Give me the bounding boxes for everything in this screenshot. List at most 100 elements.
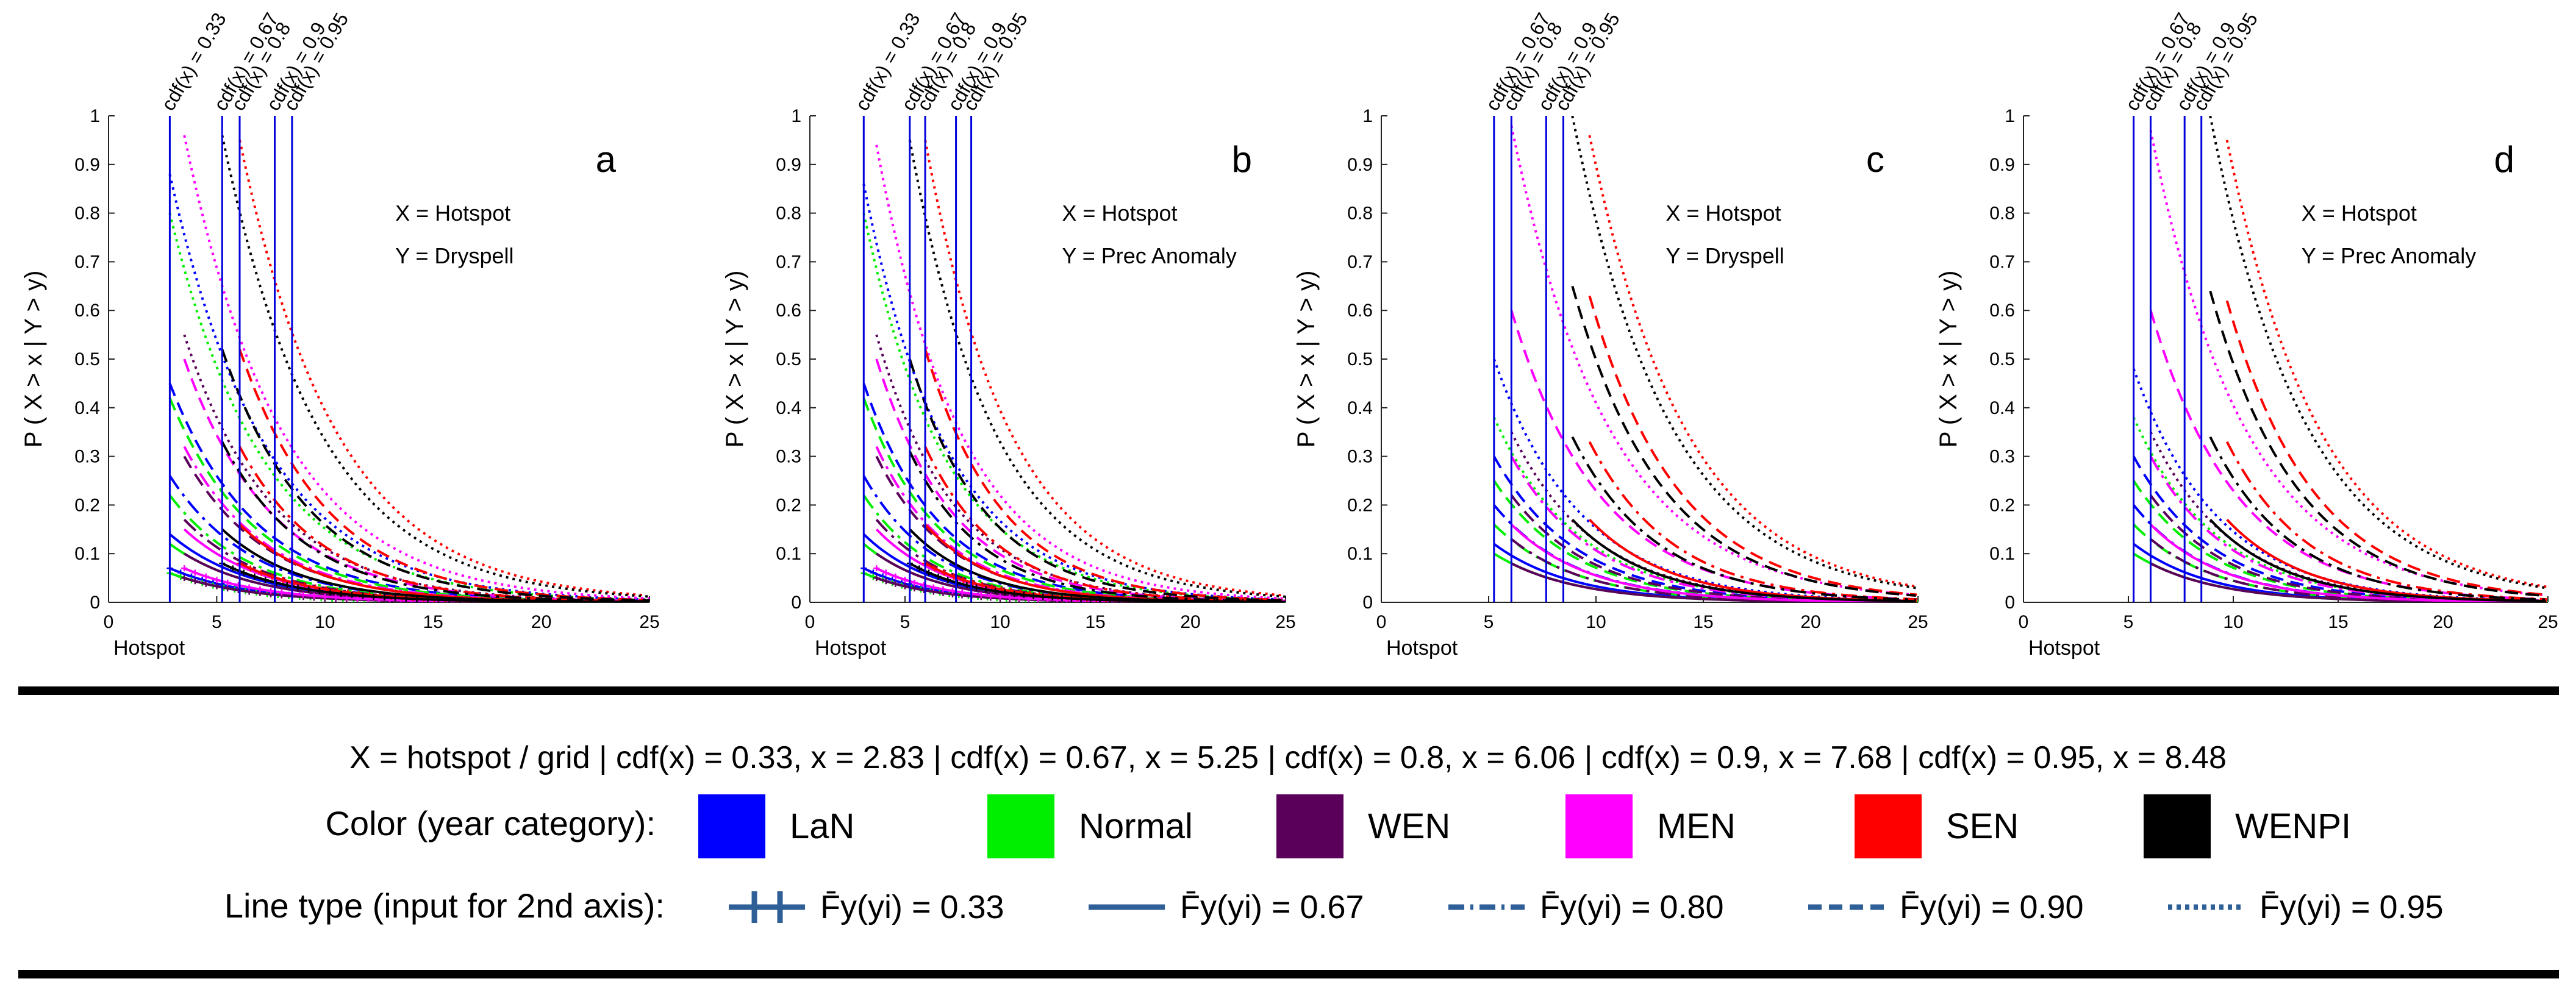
series-line-wenpi xyxy=(2209,290,2546,597)
linetype-label-solid: F̄y(yi) = 0.67 xyxy=(1180,889,1364,925)
plus-marker xyxy=(902,583,908,590)
plus-marker xyxy=(987,593,994,599)
plus-marker xyxy=(279,577,286,583)
series-line-sen xyxy=(1588,135,1917,588)
y-axis-label: P ( X > x | Y > y) xyxy=(1293,271,1320,448)
chart-panel-d: 00.10.20.30.40.50.60.70.80.910 5 10 15 20 25H… xyxy=(1935,9,2558,660)
series-line-wen xyxy=(183,455,649,602)
plus-marker xyxy=(257,586,263,593)
plus-marker xyxy=(247,565,254,572)
series-line-wenpi xyxy=(1571,116,1916,590)
plus-marker xyxy=(246,584,252,591)
plus-marker xyxy=(306,586,312,593)
x-tick-label: 0 xyxy=(2019,612,2029,632)
x-tick-label: 20 xyxy=(1180,612,1200,632)
plus-marker xyxy=(202,573,209,580)
series-line-men xyxy=(183,135,649,600)
linetype-label-dashed: F̄y(yi) = 0.90 xyxy=(1900,889,2084,925)
annotation-x: X = Hotspot xyxy=(395,201,510,226)
series-line-sen xyxy=(2225,140,2547,588)
y-tick-label: 0.4 xyxy=(74,398,100,418)
plus-marker xyxy=(1011,590,1018,597)
y-tick-label: 0.5 xyxy=(776,349,801,369)
color-swatch-sen xyxy=(1855,794,1922,858)
plus-marker xyxy=(1001,589,1008,596)
color-label-men: MEN xyxy=(1657,807,1736,846)
series-line-wenpi xyxy=(908,358,1286,602)
series-line-sen xyxy=(2225,441,2547,600)
x-tick-label: 25 xyxy=(1908,612,1928,632)
annotation-y: Y = Prec Anomaly xyxy=(1062,243,1237,268)
x-tick-label: 10 xyxy=(315,612,335,632)
y-tick-label: 0.2 xyxy=(1347,495,1373,515)
linetype-label-dashdot: F̄y(yi) = 0.80 xyxy=(1540,889,1724,925)
y-tick-label: 0.1 xyxy=(1347,544,1373,564)
plus-marker xyxy=(177,574,184,580)
x-tick-label: 15 xyxy=(2328,612,2348,632)
linetype-label-dotted: F̄y(yi) = 0.95 xyxy=(2259,889,2444,925)
plus-marker xyxy=(311,593,318,599)
y-tick-label: 0.8 xyxy=(1347,204,1373,224)
plus-marker xyxy=(941,569,948,576)
y-tick-label: 0.4 xyxy=(776,398,801,418)
y-axis-label: P ( X > x | Y > y) xyxy=(721,271,748,448)
plus-marker xyxy=(892,573,899,580)
plus-marker xyxy=(381,594,388,600)
x-tick-label: 25 xyxy=(639,612,659,632)
x-tick-label: 10 xyxy=(2223,612,2243,632)
plus-marker xyxy=(1049,594,1056,600)
annotation-y: Y = Prec Anomaly xyxy=(2302,243,2477,268)
legend-linetype-title: Line type (input for 2nd axis): xyxy=(224,886,665,925)
x-tick-label: 15 xyxy=(1693,612,1713,632)
plot-area xyxy=(860,140,1286,602)
plus-marker xyxy=(978,591,984,598)
plus-marker xyxy=(343,594,350,601)
plus-marker xyxy=(926,569,932,576)
plus-marker xyxy=(1068,595,1075,602)
y-tick-label: 0.9 xyxy=(1989,155,2015,175)
plus-marker xyxy=(402,595,409,602)
plus-marker xyxy=(882,578,889,585)
series-line-wen xyxy=(875,334,1286,602)
plus-marker xyxy=(1016,594,1023,601)
plus-marker xyxy=(973,584,979,591)
y-tick-label: 0.1 xyxy=(1989,544,2015,564)
y-tick-label: 0 xyxy=(2005,593,2015,613)
linetype-legend: F̄y(yi) = 0.33 F̄y(yi) = 0.67 F̄y(yi) = 0.… xyxy=(729,889,2444,925)
plus-marker xyxy=(321,593,328,600)
series-line-sen xyxy=(238,446,646,602)
y-tick-label: 0.4 xyxy=(1347,398,1373,418)
y-tick-label: 0.3 xyxy=(776,447,801,467)
y-tick-label: 0.7 xyxy=(74,252,100,272)
x-tick-label: 25 xyxy=(1275,612,1295,632)
plus-marker xyxy=(301,582,308,589)
color-label-normal: Normal xyxy=(1079,807,1193,846)
y-tick-label: 0.2 xyxy=(776,495,801,515)
series-line-lan xyxy=(1492,358,1918,602)
chart-panel-c: 00.10.20.30.40.50.60.70.80.910 5 10 15 20 25H… xyxy=(1293,9,1928,660)
series-line-wenpi xyxy=(2209,436,2546,601)
y-tick-label: 0.1 xyxy=(74,544,100,564)
y-tick-label: 0.5 xyxy=(1347,349,1373,369)
plus-marker xyxy=(1040,593,1046,600)
series-line-sen xyxy=(2225,300,2547,596)
x-tick-label: 15 xyxy=(423,612,443,632)
y-tick-label: 0.6 xyxy=(1347,301,1373,321)
chart-panel-a: 00.10.20.30.40.50.60.70.80.910 5 10 15 20 25H… xyxy=(20,9,660,660)
y-tick-label: 0 xyxy=(1362,593,1373,613)
plus-marker xyxy=(1021,591,1027,598)
plot-area xyxy=(166,135,649,602)
plus-marker xyxy=(251,573,258,580)
x-tick-label: 0 xyxy=(1376,612,1387,632)
x-tick-label: 5 xyxy=(1484,612,1494,632)
series-line-wenpi xyxy=(909,451,1286,602)
y-tick-label: 0.4 xyxy=(1989,398,2015,418)
y-tick-label: 0.2 xyxy=(74,495,100,515)
y-axis-label: P ( X > x | Y > y) xyxy=(20,271,47,448)
plus-marker xyxy=(959,589,965,596)
plus-marker xyxy=(935,573,942,580)
plot-area xyxy=(1492,116,1918,602)
series-line-normal xyxy=(1493,480,1918,602)
color-swatch-lan xyxy=(698,794,765,858)
legend-color-title: Color (year category): xyxy=(325,804,656,843)
